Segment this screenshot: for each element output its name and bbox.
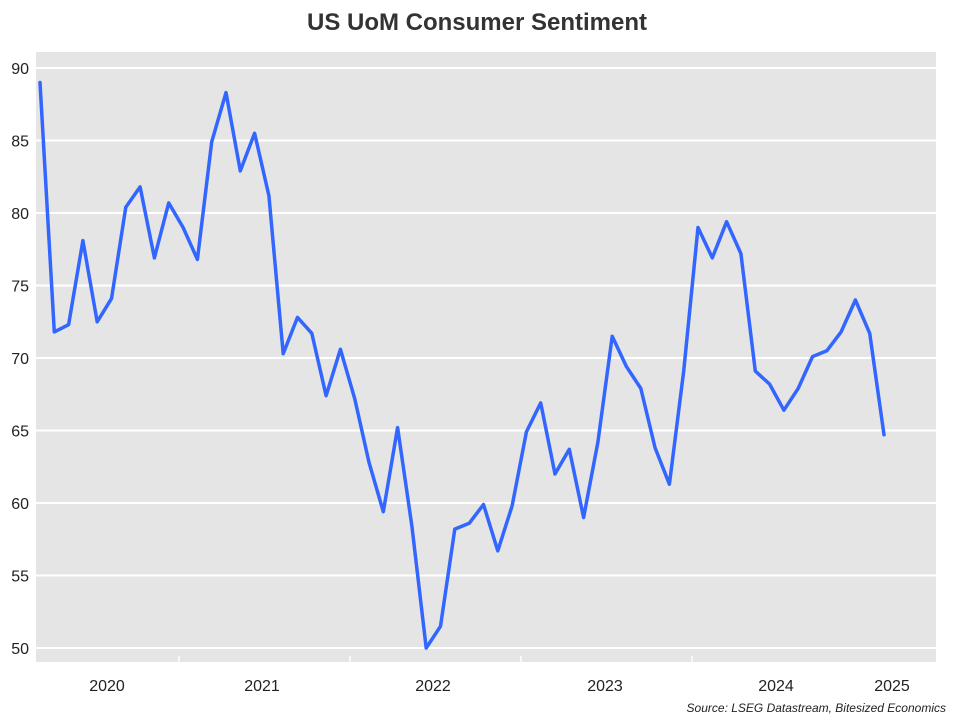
y-tick-label: 60 xyxy=(11,496,29,513)
x-tick-label: 2025 xyxy=(874,678,910,695)
y-tick-label: 85 xyxy=(11,134,29,151)
data-point xyxy=(439,624,443,628)
data-point xyxy=(782,408,786,412)
data-point xyxy=(710,256,714,260)
y-tick-label: 50 xyxy=(11,641,29,658)
data-point xyxy=(768,382,772,386)
data-point xyxy=(81,239,85,243)
chart-title: US UoM Consumer Sentiment xyxy=(307,9,647,36)
data-point xyxy=(38,81,42,85)
data-point xyxy=(253,131,257,135)
data-point xyxy=(124,205,128,209)
data-point xyxy=(396,426,400,430)
data-point xyxy=(625,365,629,369)
data-point xyxy=(510,504,514,508)
data-point xyxy=(453,527,457,531)
data-point xyxy=(496,549,500,553)
series-layer xyxy=(38,80,886,650)
data-point xyxy=(238,169,242,173)
data-point xyxy=(195,257,199,261)
data-point xyxy=(138,185,142,189)
data-point xyxy=(853,298,857,302)
data-point xyxy=(682,369,686,373)
data-point xyxy=(639,386,643,390)
gridlines xyxy=(36,67,936,649)
data-point xyxy=(868,331,872,335)
data-point xyxy=(338,347,342,351)
data-point xyxy=(667,482,671,486)
data-point xyxy=(582,516,586,520)
data-point xyxy=(367,460,371,464)
data-point xyxy=(482,503,486,507)
x-tick-label: 2023 xyxy=(587,678,623,695)
x-tick-label: 2024 xyxy=(758,678,794,695)
x-axis-ticks: 2020 2021 2022 2023 2024 2025 xyxy=(89,656,910,695)
source-note: Source: LSEG Datastream, Bitesized Econo… xyxy=(687,701,946,715)
data-point xyxy=(410,524,414,528)
data-point xyxy=(524,430,528,434)
data-point xyxy=(281,352,285,356)
data-point xyxy=(52,330,56,334)
data-point xyxy=(811,355,815,359)
data-point xyxy=(567,447,571,451)
y-tick-label: 75 xyxy=(11,279,29,296)
data-point xyxy=(210,140,214,144)
data-point xyxy=(467,521,471,525)
data-point xyxy=(596,440,600,444)
y-tick-label: 65 xyxy=(11,424,29,441)
x-tick-label: 2020 xyxy=(89,678,125,695)
x-tick-label: 2021 xyxy=(244,678,280,695)
data-point xyxy=(181,226,185,230)
data-point xyxy=(95,320,99,324)
y-tick-label: 55 xyxy=(11,569,29,586)
data-point xyxy=(167,201,171,205)
data-point xyxy=(310,331,314,335)
data-point xyxy=(353,397,357,401)
data-point xyxy=(882,433,886,437)
y-tick-label: 90 xyxy=(11,61,29,78)
data-point xyxy=(424,646,428,650)
data-point xyxy=(224,91,228,95)
data-point xyxy=(653,446,657,450)
data-point xyxy=(539,401,543,405)
data-point xyxy=(725,220,729,224)
x-tick-label: 2022 xyxy=(415,678,451,695)
y-tick-label: 70 xyxy=(11,351,29,368)
data-point xyxy=(381,510,385,514)
data-point xyxy=(296,315,300,319)
data-point xyxy=(753,369,757,373)
data-point xyxy=(67,323,71,327)
data-point xyxy=(696,226,700,230)
data-point xyxy=(110,297,114,301)
series-line-sentiment xyxy=(38,80,886,650)
data-point xyxy=(324,394,328,398)
data-point xyxy=(839,330,843,334)
data-point xyxy=(152,256,156,260)
data-point xyxy=(267,194,271,198)
data-point xyxy=(553,472,557,476)
y-axis-ticks: 50 55 60 65 70 75 80 85 90 xyxy=(11,61,29,658)
data-point xyxy=(796,386,800,390)
y-tick-label: 80 xyxy=(11,206,29,223)
data-point xyxy=(739,252,743,256)
data-point xyxy=(610,334,614,338)
data-point xyxy=(825,349,829,353)
